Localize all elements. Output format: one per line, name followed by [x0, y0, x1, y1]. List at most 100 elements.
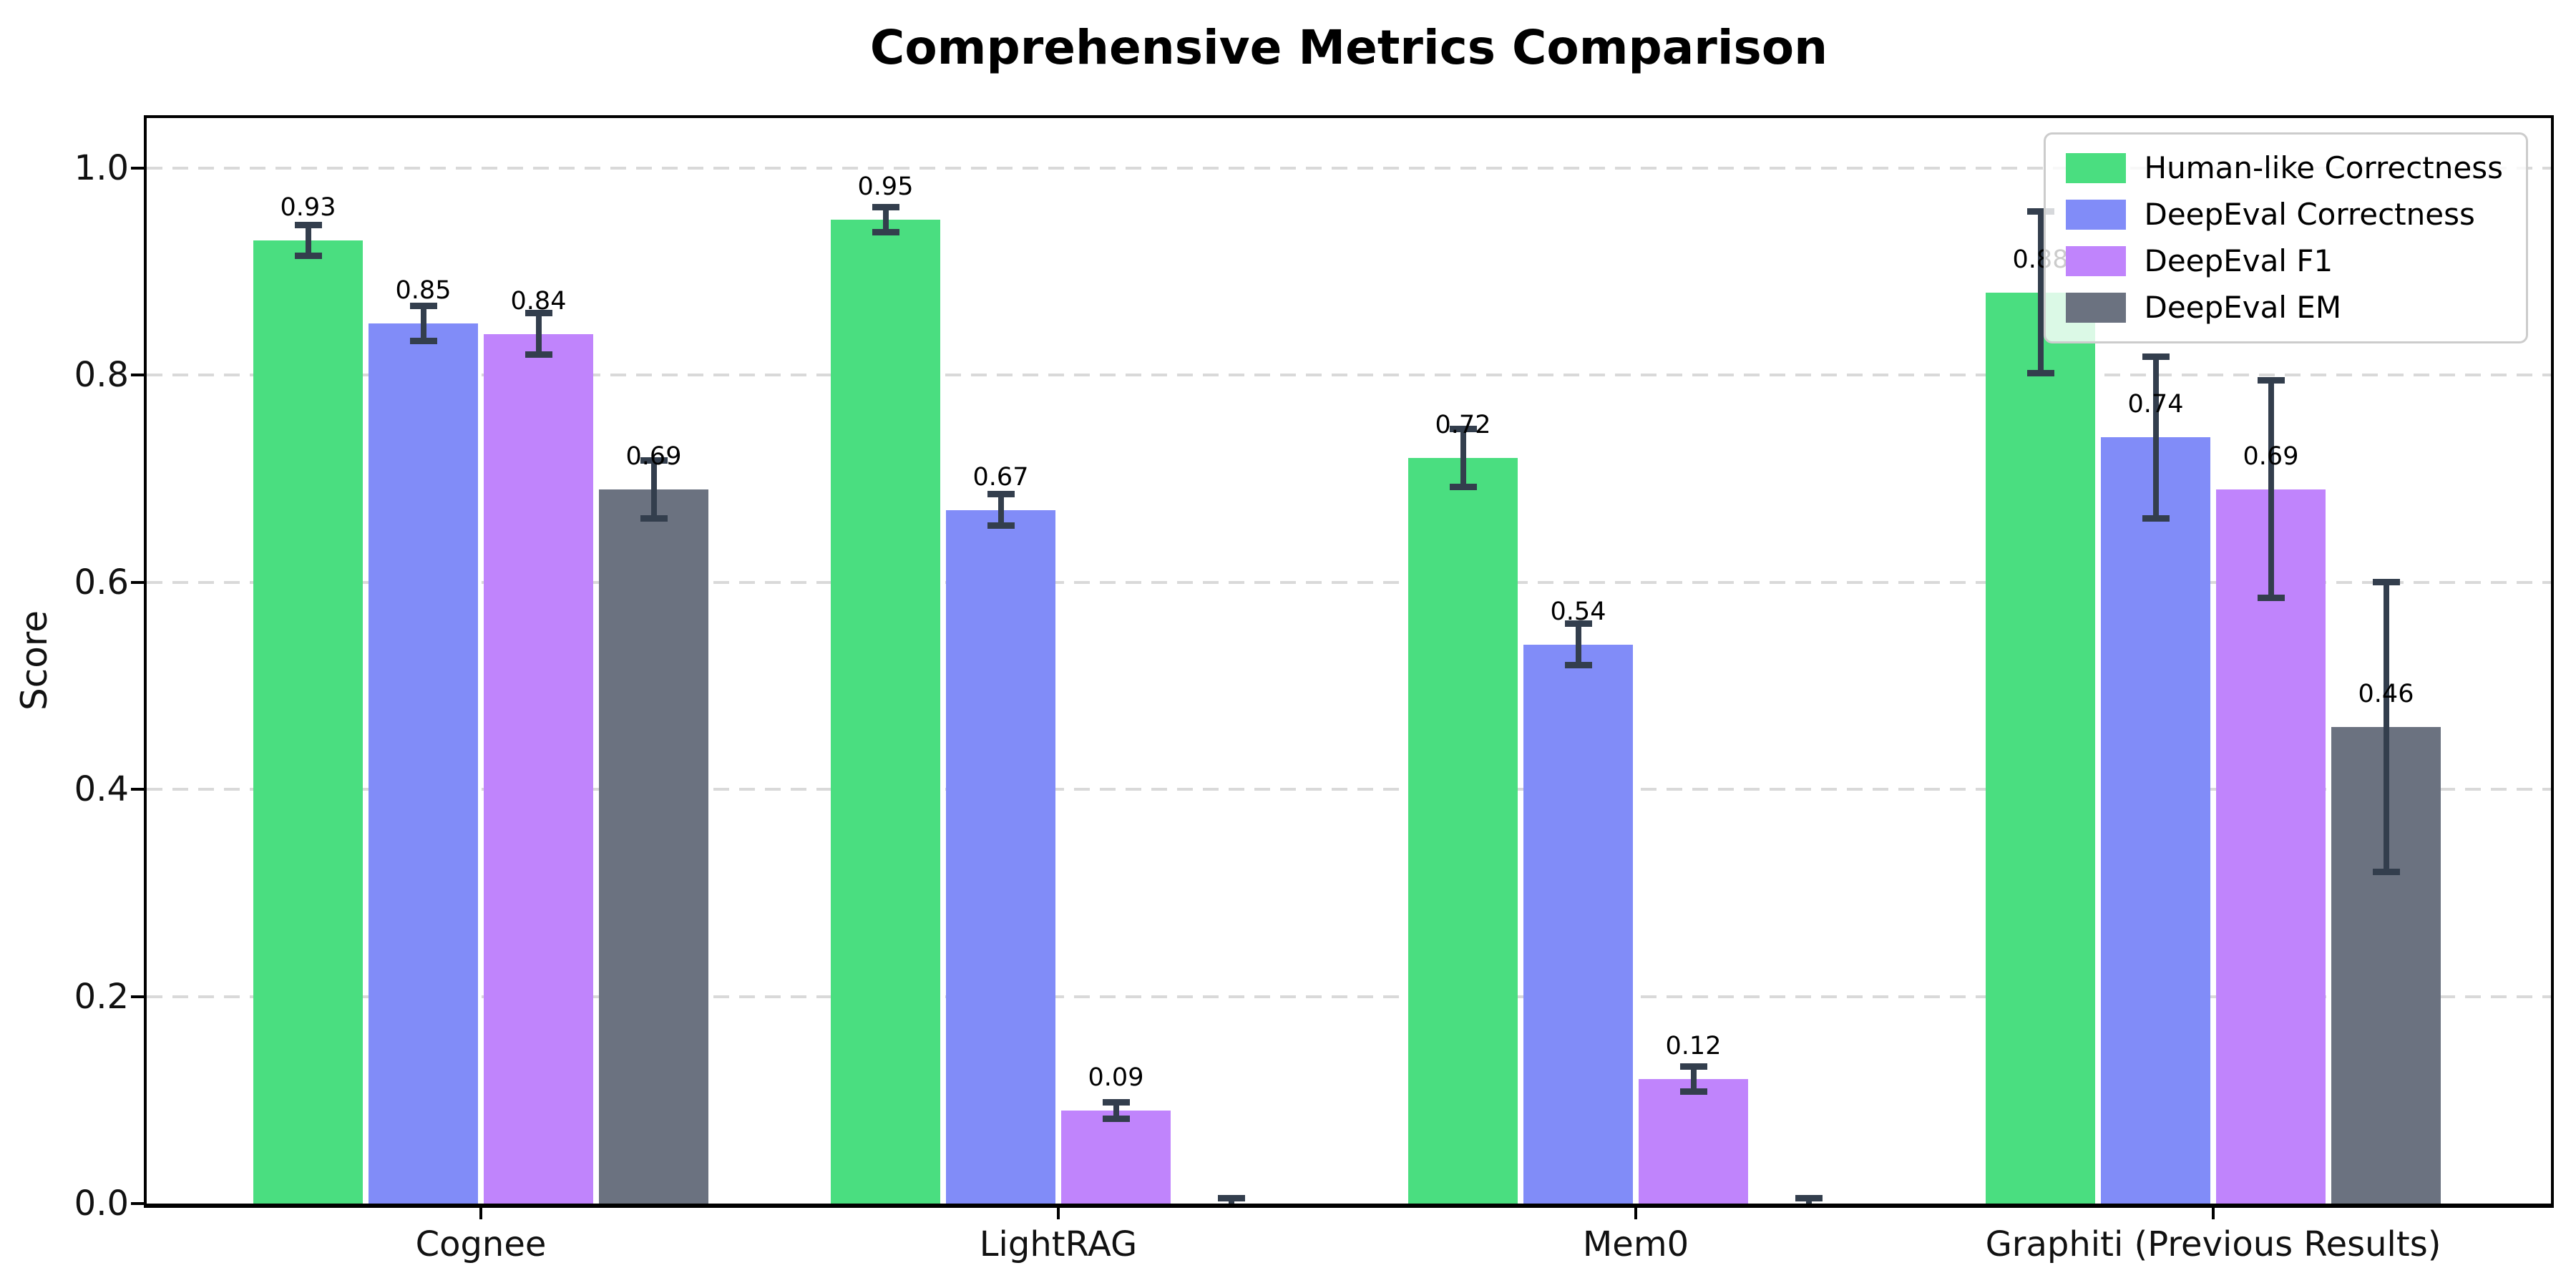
x-tick-mark	[1057, 1208, 1060, 1219]
error-bar-cap-top	[294, 222, 322, 229]
error-bar-line	[2268, 380, 2274, 598]
y-tick-mark	[131, 374, 144, 377]
gridline	[147, 580, 2551, 584]
error-bar-cap-top	[2142, 353, 2170, 360]
bar	[484, 333, 593, 1204]
y-tick-label: 0.4	[74, 769, 129, 810]
gridline	[147, 167, 2551, 170]
legend-swatch	[2065, 200, 2126, 230]
bar	[2216, 489, 2326, 1204]
gridline	[147, 995, 2551, 998]
y-tick-label: 0.0	[74, 1184, 129, 1224]
error-bar-line	[1575, 623, 1581, 665]
bar-value-label: 0.74	[2127, 390, 2184, 419]
y-tick-mark	[131, 788, 144, 791]
bar-value-label: 0.95	[857, 172, 914, 202]
error-bar-line	[420, 306, 426, 341]
error-bar-cap-top	[2026, 208, 2054, 215]
error-bar-cap-bottom	[525, 351, 552, 358]
error-bar-cap-bottom	[1449, 484, 1477, 491]
bar	[946, 509, 1055, 1204]
y-tick-mark	[131, 167, 144, 170]
error-bar-cap-top	[1449, 426, 1477, 433]
bar-value-label: 0.67	[972, 462, 1029, 492]
error-bar-cap-top	[1217, 1195, 1245, 1202]
error-bar-cap-top	[640, 457, 668, 464]
error-bar-line	[650, 460, 657, 519]
bar	[1639, 1079, 1748, 1204]
y-tick-label: 0.8	[74, 355, 129, 396]
bar-value-label: 0.69	[2243, 441, 2299, 471]
gridline	[147, 788, 2551, 791]
x-tick-label: LightRAG	[979, 1224, 1138, 1264]
x-tick-label: Cognee	[415, 1224, 547, 1264]
legend: Human-like Correctness DeepEval Correctne…	[2043, 132, 2528, 343]
legend-swatch	[2065, 293, 2126, 323]
x-tick-label: Graphiti (Previous Results)	[1985, 1224, 2441, 1264]
error-bar-line	[2383, 582, 2389, 872]
y-tick-mark	[131, 1202, 144, 1205]
y-tick-mark	[131, 995, 144, 998]
error-bar-cap-top	[1102, 1098, 1130, 1106]
error-bar-cap-bottom	[1102, 1115, 1130, 1122]
bar-value-label: 0.93	[280, 193, 336, 223]
bar-value-label: 0.54	[1550, 597, 1606, 626]
chart-title: Comprehensive Metrics Comparison	[869, 20, 1828, 75]
error-bar-cap-bottom	[640, 514, 668, 522]
x-tick-mark	[479, 1208, 482, 1219]
bar-value-label: 0.84	[510, 286, 567, 316]
bar	[2101, 437, 2210, 1204]
error-bar-line	[882, 207, 889, 233]
error-bar-cap-bottom	[409, 338, 437, 345]
error-bar-cap-top	[1564, 620, 1592, 628]
bar	[369, 323, 478, 1204]
error-bar-line	[997, 494, 1004, 526]
bar	[599, 489, 708, 1204]
y-axis-label: Score	[14, 610, 55, 711]
legend-item: DeepEval EM	[2065, 290, 2504, 326]
bar-value-label: 0.72	[1435, 411, 1491, 440]
error-bar-cap-bottom	[2026, 370, 2054, 376]
bar-value-label: 0.85	[395, 276, 452, 306]
error-bar-cap-top	[409, 302, 437, 309]
x-tick-mark	[2212, 1208, 2215, 1219]
y-tick-mark	[131, 580, 144, 584]
bar	[1986, 292, 2095, 1204]
y-tick-label: 0.2	[74, 976, 129, 1017]
gridline	[147, 374, 2551, 377]
error-bar-cap-top	[2372, 579, 2400, 586]
error-bar-cap-bottom	[1679, 1088, 1707, 1096]
error-bar-cap-top	[1679, 1063, 1707, 1070]
legend-item: DeepEval F1	[2065, 243, 2504, 279]
y-tick-label: 1.0	[74, 148, 129, 188]
y-tick-label: 0.6	[74, 562, 129, 602]
error-bar-cap-bottom	[294, 253, 322, 260]
error-bar-cap-top	[872, 204, 899, 211]
legend-item: DeepEval Correctness	[2065, 197, 2504, 233]
error-bar-line	[2152, 356, 2159, 519]
error-bar-cap-top	[525, 310, 552, 317]
error-bar-cap-top	[2257, 377, 2285, 384]
error-bar-line	[535, 313, 542, 355]
legend-label: DeepEval F1	[2144, 243, 2333, 278]
error-bar-line	[2037, 211, 2044, 374]
error-bar-line	[305, 225, 311, 256]
error-bar-cap-bottom	[2372, 869, 2400, 876]
x-tick-mark	[1634, 1208, 1637, 1219]
bar-value-label: 0.09	[1088, 1063, 1144, 1092]
legend-label: Human-like Correctness	[2144, 150, 2504, 185]
legend-label: DeepEval EM	[2144, 290, 2342, 325]
error-bar-line	[1113, 1102, 1119, 1119]
error-bar-cap-top	[1795, 1195, 1823, 1202]
legend-label: DeepEval Correctness	[2144, 197, 2475, 232]
error-bar-cap-top	[987, 491, 1015, 498]
error-bar-line	[1460, 429, 1466, 487]
error-bar-cap-bottom	[1564, 662, 1592, 669]
bar-value-label: 0.69	[625, 441, 682, 471]
bar-value-label: 0.46	[2358, 680, 2414, 709]
legend-swatch	[2065, 246, 2126, 276]
bar	[253, 240, 363, 1204]
bar-value-label: 0.12	[1665, 1032, 1722, 1061]
bar	[1061, 1110, 1171, 1204]
